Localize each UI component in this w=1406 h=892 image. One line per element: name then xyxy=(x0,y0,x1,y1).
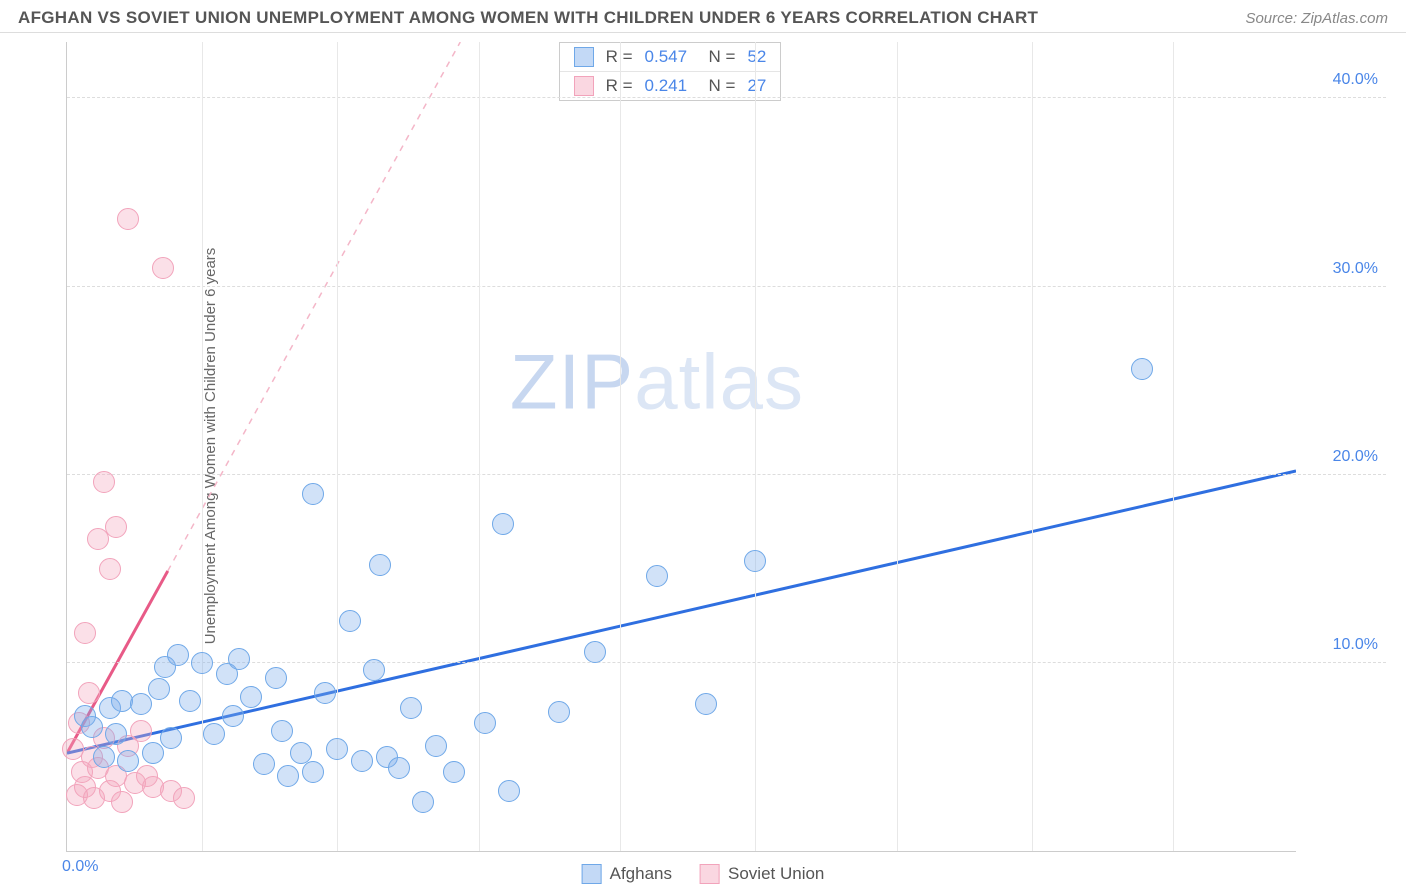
data-point xyxy=(117,750,139,772)
data-point xyxy=(111,791,133,813)
data-point xyxy=(302,483,324,505)
data-point xyxy=(152,257,174,279)
y-tick-label: 40.0% xyxy=(1333,71,1378,89)
stats-r-value: 0.241 xyxy=(645,76,688,96)
gridline-h xyxy=(67,662,1386,663)
data-point xyxy=(93,471,115,493)
chart-area: ZIPatlas R = 0.547 N = 52 R = 0.241 N = … xyxy=(50,42,1386,852)
y-tick-label: 20.0% xyxy=(1333,448,1378,466)
data-point xyxy=(99,558,121,580)
data-point xyxy=(351,750,373,772)
data-point xyxy=(412,791,434,813)
data-point xyxy=(425,735,447,757)
stats-row-afghans: R = 0.547 N = 52 xyxy=(560,43,781,71)
x-tick-origin: 0.0% xyxy=(62,858,98,876)
data-point xyxy=(105,516,127,538)
legend-label: Soviet Union xyxy=(728,864,824,884)
legend-item-afghans: Afghans xyxy=(582,864,672,884)
data-point xyxy=(363,659,385,681)
data-point xyxy=(584,641,606,663)
swatch-pink-icon xyxy=(574,76,594,96)
watermark: ZIPatlas xyxy=(510,336,804,427)
data-point xyxy=(492,513,514,535)
data-point xyxy=(240,686,262,708)
data-point xyxy=(160,727,182,749)
data-point xyxy=(148,678,170,700)
data-point xyxy=(277,765,299,787)
watermark-zip: ZIP xyxy=(510,337,634,425)
plot-region: ZIPatlas R = 0.547 N = 52 R = 0.241 N = … xyxy=(66,42,1296,852)
data-point xyxy=(326,738,348,760)
data-point xyxy=(646,565,668,587)
gridline-h xyxy=(67,286,1386,287)
stats-n-value: 27 xyxy=(747,76,766,96)
data-point xyxy=(142,742,164,764)
data-point xyxy=(271,720,293,742)
stats-r-value: 0.547 xyxy=(645,47,688,67)
data-point xyxy=(498,780,520,802)
data-point xyxy=(81,716,103,738)
stats-row-soviet: R = 0.241 N = 27 xyxy=(560,71,781,100)
data-point xyxy=(105,723,127,745)
data-point xyxy=(400,697,422,719)
data-point xyxy=(78,682,100,704)
data-point xyxy=(388,757,410,779)
data-point xyxy=(173,787,195,809)
data-point xyxy=(191,652,213,674)
data-point xyxy=(179,690,201,712)
chart-title: AFGHAN VS SOVIET UNION UNEMPLOYMENT AMON… xyxy=(18,8,1038,28)
data-point xyxy=(339,610,361,632)
data-point xyxy=(253,753,275,775)
data-point xyxy=(744,550,766,572)
data-point xyxy=(369,554,391,576)
legend: Afghans Soviet Union xyxy=(582,864,825,884)
data-point xyxy=(265,667,287,689)
gridline-h xyxy=(67,97,1386,98)
gridline-v xyxy=(202,42,203,851)
data-point xyxy=(130,693,152,715)
chart-source: Source: ZipAtlas.com xyxy=(1245,10,1388,27)
swatch-blue-icon xyxy=(574,47,594,67)
swatch-blue-icon xyxy=(582,864,602,884)
data-point xyxy=(302,761,324,783)
stats-n-label: N = xyxy=(699,76,735,96)
data-point xyxy=(1131,358,1153,380)
stats-n-value: 52 xyxy=(747,47,766,67)
stats-box: R = 0.547 N = 52 R = 0.241 N = 27 xyxy=(559,42,782,101)
chart-header: AFGHAN VS SOVIET UNION UNEMPLOYMENT AMON… xyxy=(0,0,1406,33)
legend-item-soviet: Soviet Union xyxy=(700,864,824,884)
data-point xyxy=(74,622,96,644)
gridline-v xyxy=(620,42,621,851)
data-point xyxy=(548,701,570,723)
gridline-v xyxy=(755,42,756,851)
y-tick-label: 10.0% xyxy=(1333,636,1378,654)
gridline-v xyxy=(897,42,898,851)
legend-label: Afghans xyxy=(610,864,672,884)
data-point xyxy=(117,208,139,230)
data-point xyxy=(203,723,225,745)
data-point xyxy=(130,720,152,742)
gridline-v xyxy=(337,42,338,851)
data-point xyxy=(222,705,244,727)
watermark-atlas: atlas xyxy=(634,337,804,425)
data-point xyxy=(474,712,496,734)
trend-lines xyxy=(67,42,1296,851)
stats-n-label: N = xyxy=(699,47,735,67)
gridline-v xyxy=(1173,42,1174,851)
data-point xyxy=(443,761,465,783)
swatch-pink-icon xyxy=(700,864,720,884)
data-point xyxy=(93,746,115,768)
data-point xyxy=(228,648,250,670)
gridline-v xyxy=(1032,42,1033,851)
y-tick-label: 30.0% xyxy=(1333,260,1378,278)
data-point xyxy=(695,693,717,715)
gridline-h xyxy=(67,474,1386,475)
data-point xyxy=(314,682,336,704)
data-point xyxy=(167,644,189,666)
